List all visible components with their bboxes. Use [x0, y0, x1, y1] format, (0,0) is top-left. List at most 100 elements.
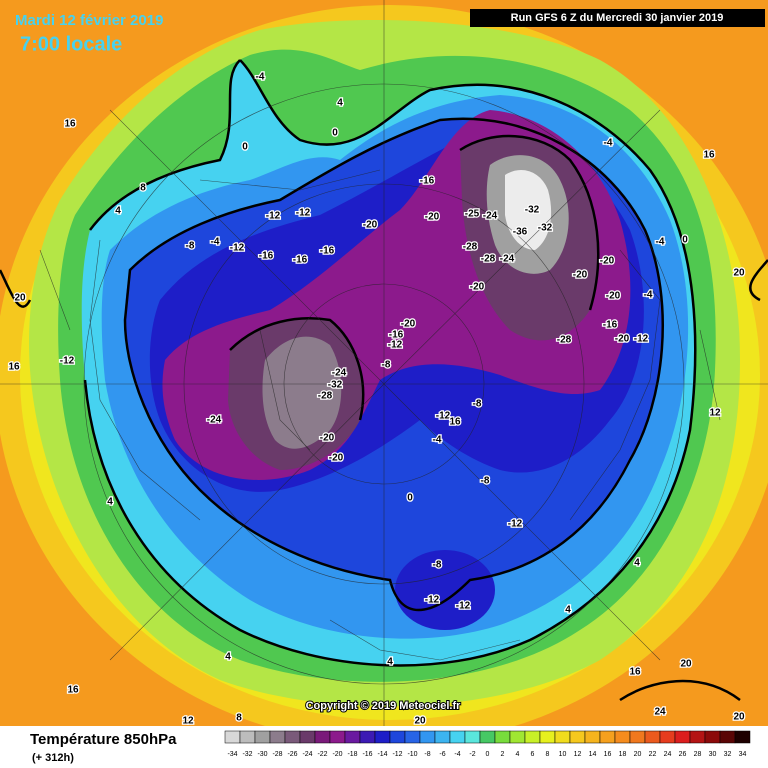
contour-label: -32 — [328, 380, 343, 391]
contour-label: 16 — [67, 685, 79, 696]
field-title: Température 850hPa — [30, 731, 177, 748]
contour-label: -36 — [513, 227, 528, 238]
forecast-time: 7:00 locale — [20, 33, 122, 55]
contour-label: 20 — [733, 712, 745, 723]
scale-swatch — [344, 730, 361, 744]
scale-label: -8 — [424, 751, 430, 758]
scale-label: 6 — [531, 751, 535, 758]
scale-swatch — [329, 730, 346, 744]
contour-label: 0 — [332, 128, 338, 139]
contour-label: 20 — [14, 293, 26, 304]
contour-label: 4 — [107, 497, 113, 508]
scale-label: -26 — [287, 751, 297, 758]
contour-label: 20 — [680, 659, 692, 670]
contour-label: -12 — [436, 411, 451, 422]
contour-label: -12 — [296, 208, 311, 219]
scale-label: -18 — [347, 751, 357, 758]
scale-swatch — [464, 730, 481, 744]
scale-label: -2 — [469, 751, 475, 758]
contour-label: -8 — [382, 360, 391, 371]
contour-label: -4 — [604, 138, 613, 149]
contour-label: -16 — [320, 246, 335, 257]
contour-label: -16 — [259, 251, 274, 262]
contour-label: -20 — [606, 291, 621, 302]
scale-label: -4 — [454, 751, 460, 758]
scale-label: 22 — [649, 751, 657, 758]
scale-swatch — [599, 730, 616, 744]
scale-swatch — [584, 730, 601, 744]
scale-swatch — [644, 730, 661, 744]
contour-label: 8 — [140, 183, 146, 194]
contour-label: -20 — [615, 334, 630, 345]
scale-swatch — [524, 730, 541, 744]
contour-label: 4 — [115, 206, 121, 217]
forecast-date: Mardi 12 février 2019 — [15, 12, 163, 29]
contour-label: -20 — [363, 220, 378, 231]
contour-labels: -4 4 0 0 16 8 4 -8 -4 -12 -16 -16 -16 -12 -12 -16 -20 -20… — [7, 70, 746, 728]
contour-label: -8 — [481, 476, 490, 487]
scale-label: -10 — [407, 751, 417, 758]
scale-label: 16 — [604, 751, 612, 758]
scale-label: -20 — [332, 751, 342, 758]
contour-label: 4 — [387, 657, 393, 668]
scale-swatch — [539, 730, 556, 744]
scale-label: -34 — [227, 751, 237, 758]
contour-label: -20 — [329, 453, 344, 464]
scale-label: -12 — [392, 751, 402, 758]
contour-label: 20 — [414, 716, 426, 727]
contour-label: -12 — [60, 356, 75, 367]
scale-swatch — [494, 730, 511, 744]
scale-label: 10 — [559, 751, 567, 758]
contour-label: 16 — [629, 667, 641, 678]
contour-label: -12 — [266, 211, 281, 222]
scale-label: 20 — [634, 751, 642, 758]
scale-label: 0 — [486, 751, 490, 758]
scale-label: 18 — [619, 751, 627, 758]
scale-swatch — [224, 730, 241, 744]
contour-label: -4 — [211, 237, 220, 248]
scale-label: 8 — [546, 751, 550, 758]
scale-label: -6 — [439, 751, 445, 758]
scale-swatch — [239, 730, 256, 744]
scale-swatch — [509, 730, 526, 744]
contour-label: -4 — [256, 72, 265, 83]
contour-label: -24 — [500, 254, 515, 265]
scale-label: 34 — [739, 751, 747, 758]
scale-label: -28 — [272, 751, 282, 758]
scale-swatch — [719, 730, 736, 744]
color-scale: -34 -32 -30 -28 -26 -24 -22 -20 -18 -16 -14 -12 -10-… — [224, 730, 751, 758]
scale-swatch — [269, 730, 286, 744]
contour-label: 24 — [654, 707, 666, 718]
scale-label: -30 — [257, 751, 267, 758]
contour-label: -12 — [634, 334, 649, 345]
scale-swatch — [389, 730, 406, 744]
scale-label: -24 — [302, 751, 312, 758]
contour-label: -4 — [433, 435, 442, 446]
scale-label: -32 — [242, 751, 252, 758]
scale-swatch — [314, 730, 331, 744]
scale-swatch — [629, 730, 646, 744]
contour-label: -20 — [401, 319, 416, 330]
scale-swatch — [689, 730, 706, 744]
contour-label: 0 — [407, 493, 413, 504]
contour-label: -12 — [508, 519, 523, 530]
scale-swatch — [419, 730, 436, 744]
contour-label: -20 — [573, 270, 588, 281]
contour-label: -28 — [557, 335, 572, 346]
contour-label: 12 — [182, 716, 194, 727]
scale-swatch — [569, 730, 586, 744]
contour-label: -16 — [603, 320, 618, 331]
scale-label: 26 — [679, 751, 687, 758]
contour-label: -8 — [473, 399, 482, 410]
contour-label: -12 — [425, 595, 440, 606]
scale-swatch — [254, 730, 271, 744]
contour-label: -8 — [186, 241, 195, 252]
contour-label: 4 — [634, 558, 640, 569]
contour-label: -16 — [420, 176, 435, 187]
contour-label: -12 — [388, 340, 403, 351]
contour-label: 16 — [703, 150, 715, 161]
contour-label: -32 — [538, 223, 553, 234]
scale-swatch — [479, 730, 496, 744]
contour-label: 0 — [242, 142, 248, 153]
scale-label: 12 — [574, 751, 582, 758]
